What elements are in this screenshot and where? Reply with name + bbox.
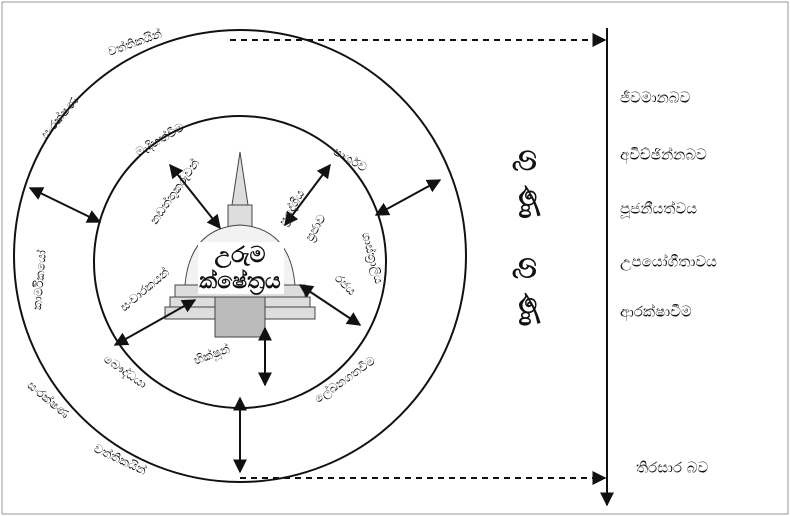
value-item: උපයෝගීතාවය (620, 253, 717, 271)
outer-label: වත්තිකයින් (106, 26, 164, 59)
inner-label: නඩත්තුකරුවන් (147, 156, 202, 227)
value-item: පූජනීයත්වය (620, 199, 697, 218)
inner-label: පාර්ශව (331, 144, 370, 175)
center-text: ක්ෂේත්‍රය (199, 268, 281, 296)
diagram: උරුම ක්ෂේත්‍රය වත්තිකයින් සංරක්ෂණ කාර්මි… (0, 0, 790, 516)
outer-label: සංරක්ෂණ (38, 94, 81, 142)
inner-label: ශාස්ත්‍රාලිය (358, 231, 386, 286)
inner-label: රජය (332, 271, 359, 298)
outer-label: කාර්මිකයෝ (30, 249, 49, 310)
inner-label: ප්‍රදේශීය (276, 187, 308, 228)
center-text: උරුම (215, 243, 266, 269)
value-item: අවිච්ඡින්නබව (620, 145, 707, 164)
value-item: තිරසාර බව (636, 459, 709, 477)
inner-label: ලේඛනගතවීම (311, 353, 378, 406)
inner-label: භික්ෂූන් (192, 341, 232, 368)
inner-label: ප්‍රජාව (302, 211, 329, 244)
inner-label: සංචාරකයන් (117, 265, 172, 314)
inner-label: මැදිහත්වීම (133, 120, 187, 159)
value-item: ජීවමානබව (620, 89, 691, 107)
value-item: ආරක්ෂාවීම (620, 302, 692, 321)
vertical-label: ගුණ ගුණ (512, 150, 547, 341)
